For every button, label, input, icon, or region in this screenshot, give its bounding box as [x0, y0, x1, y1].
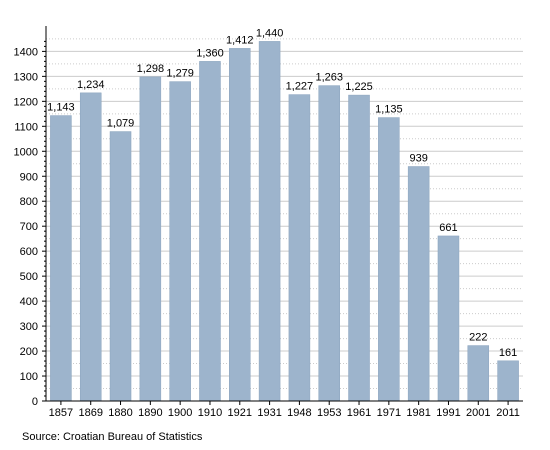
x-tick-label-1880: 1880	[108, 407, 132, 419]
y-tick-label-1400: 1400	[14, 46, 38, 58]
bar-1910	[199, 61, 221, 402]
bar-1890	[139, 76, 162, 402]
bar-2001	[467, 345, 490, 402]
data-label-1948: 1,227	[286, 81, 314, 93]
bar-1948	[288, 94, 311, 402]
y-tick-label-400: 400	[20, 296, 38, 308]
x-tick-label-1991: 1991	[436, 407, 460, 419]
x-tick-label-1921: 1921	[228, 407, 252, 419]
data-label-1921: 1,412	[226, 34, 254, 46]
y-tick-label-0: 0	[32, 396, 38, 408]
data-label-1953: 1,263	[315, 72, 343, 84]
y-tick-label-200: 200	[20, 346, 38, 358]
data-label-1991: 661	[439, 222, 457, 234]
x-tick-label-1961: 1961	[347, 407, 371, 419]
bar-1880	[109, 131, 132, 402]
y-tick-label-900: 900	[20, 171, 38, 183]
bar-1961	[348, 94, 370, 402]
bar-1991	[437, 235, 460, 402]
x-tick-label-1931: 1931	[257, 407, 281, 419]
x-tick-label-1857: 1857	[49, 407, 73, 419]
data-label-1981: 939	[409, 153, 427, 165]
bar-1857	[50, 115, 72, 402]
data-label-2001: 222	[469, 332, 487, 344]
data-label-1910: 1,360	[196, 47, 224, 59]
bar-1900	[169, 81, 191, 402]
data-label-1890: 1,298	[137, 63, 165, 75]
data-label-1961: 1,225	[345, 81, 373, 93]
y-tick-label-1000: 1000	[14, 146, 38, 158]
data-label-1880: 1,079	[107, 118, 135, 130]
y-tick-label-700: 700	[20, 221, 38, 233]
x-tick-label-2001: 2001	[466, 407, 490, 419]
bar-1981	[407, 166, 430, 402]
bar-1921	[229, 48, 251, 402]
x-tick-label-1869: 1869	[78, 407, 102, 419]
x-tick-label-1900: 1900	[168, 407, 192, 419]
bar-1869	[79, 92, 102, 402]
bar-1971	[378, 117, 400, 402]
x-tick-label-1971: 1971	[377, 407, 401, 419]
data-label-1857: 1,143	[47, 102, 75, 114]
y-tick-label-300: 300	[20, 321, 38, 333]
y-tick-label-600: 600	[20, 246, 38, 258]
x-tick-label-1890: 1890	[138, 407, 162, 419]
y-tick-label-1100: 1100	[14, 121, 38, 133]
y-tick-label-800: 800	[20, 196, 38, 208]
x-tick-label-1953: 1953	[317, 407, 341, 419]
data-label-1869: 1,234	[77, 79, 105, 91]
y-tick-label-1200: 1200	[14, 96, 38, 108]
y-tick-label-1300: 1300	[14, 71, 38, 83]
data-label-1931: 1,440	[256, 27, 284, 39]
data-label-2011: 161	[499, 347, 517, 359]
x-tick-label-1948: 1948	[287, 407, 311, 419]
y-tick-label-100: 100	[20, 371, 38, 383]
data-label-1900: 1,279	[166, 68, 194, 80]
x-tick-label-1981: 1981	[406, 407, 430, 419]
bar-1931	[258, 41, 281, 402]
data-label-1971: 1,135	[375, 104, 403, 116]
y-tick-label-500: 500	[20, 271, 38, 283]
x-tick-label-1910: 1910	[198, 407, 222, 419]
x-tick-label-2011: 2011	[496, 407, 520, 419]
bar-1953	[318, 85, 340, 402]
bar-2011	[497, 360, 519, 402]
axes	[42, 26, 523, 405]
source-note: Source: Croatian Bureau of Statistics	[22, 431, 203, 443]
